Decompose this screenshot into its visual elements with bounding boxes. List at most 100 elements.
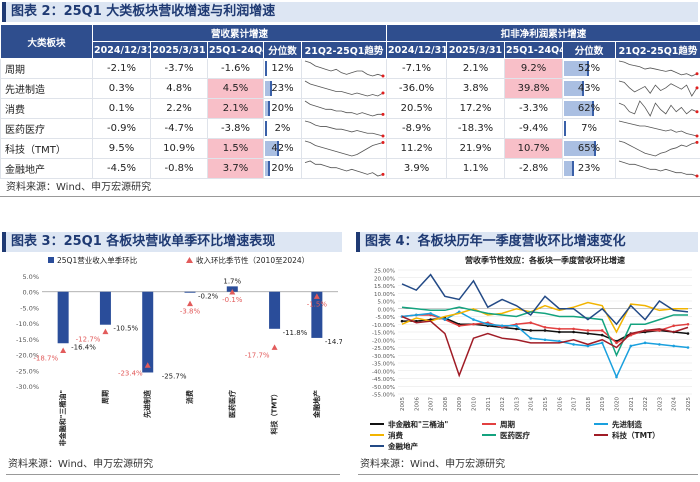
series-point bbox=[415, 313, 418, 317]
trend-sparkline bbox=[304, 100, 385, 117]
y-tick-label: 10.00% bbox=[374, 292, 395, 298]
x-tick-label: 2009 bbox=[457, 397, 463, 411]
sector-cell: 先进制造 bbox=[0, 78, 93, 99]
seasonal-value-label: -1.5% bbox=[307, 300, 328, 308]
seasonal-marker-0 bbox=[60, 347, 67, 353]
percentile-value: 12% bbox=[271, 63, 294, 74]
change-cell: 4.5% bbox=[207, 78, 264, 99]
col-header-2025: 2025/3/31 bbox=[446, 41, 506, 59]
value-cell: 10.9% bbox=[150, 138, 208, 159]
category-label: 金融地产 bbox=[312, 390, 321, 419]
col-header-change: 25Q1-24Q4 bbox=[504, 41, 564, 59]
percentile-bar bbox=[564, 101, 595, 116]
fig4-title: 图表 4：各板块历年一季度营收环比增速变化 bbox=[356, 232, 698, 252]
value-cell: -3.7% bbox=[150, 58, 208, 79]
fig2-source: 资料来源：Wind、申万宏源研究 bbox=[6, 182, 152, 193]
x-tick-label: 2018 bbox=[586, 397, 592, 411]
percentile-cell: 7% bbox=[562, 118, 617, 139]
col-header-trend: 21Q2-25Q1趋势 bbox=[615, 41, 700, 59]
chart-title: 营收季节性效应：各板块一季度营收环比增速 bbox=[465, 255, 625, 265]
trend-sparkline-cell bbox=[300, 78, 388, 99]
sparkline-last-point bbox=[381, 91, 385, 95]
series-point bbox=[686, 332, 690, 335]
divider bbox=[358, 474, 698, 475]
value-cell: 0.3% bbox=[92, 78, 151, 99]
percentile-bar bbox=[265, 161, 271, 176]
category-label: 科技（TMT） bbox=[270, 390, 279, 435]
value-cell: 17.2% bbox=[446, 98, 506, 119]
legend-label: 非金融和"三桶油" bbox=[388, 419, 448, 429]
change-cell: 1.5% bbox=[207, 138, 264, 159]
x-tick-label: 2019 bbox=[600, 397, 606, 411]
divider bbox=[6, 474, 340, 475]
series-point bbox=[529, 321, 532, 324]
seasonal-marker-5 bbox=[271, 344, 278, 350]
sparkline-path bbox=[304, 160, 384, 177]
value-cell: 2.1% bbox=[446, 58, 506, 79]
series-point bbox=[443, 318, 447, 321]
series-point bbox=[429, 312, 432, 315]
series-point bbox=[543, 329, 547, 332]
series-point bbox=[658, 343, 661, 346]
fig3-title: 图表 3：25Q1 各板块营收单季环比增速表现 bbox=[2, 232, 342, 252]
sector-growth-table: 大类板块 营收累计增速 扣非净利润累计增速 2024/12/31 2025/3/… bbox=[0, 24, 700, 179]
legend-swatch-bar bbox=[48, 257, 54, 263]
sparkline-last-point bbox=[695, 86, 699, 90]
percentile-value: 42% bbox=[271, 143, 294, 154]
percentile-cell: 23% bbox=[263, 78, 302, 99]
series-line-5 bbox=[401, 315, 689, 378]
trend-sparkline-cell bbox=[300, 98, 388, 119]
seasonal-value-label: -3.8% bbox=[180, 308, 201, 316]
series-point bbox=[543, 338, 547, 342]
y-tick-label: -15.00% bbox=[372, 331, 395, 337]
change-cell: 10.7% bbox=[504, 138, 564, 159]
trend-sparkline-cell bbox=[615, 138, 700, 159]
y-tick-label: 25.00% bbox=[374, 269, 395, 275]
x-tick-label: 2017 bbox=[572, 397, 578, 411]
sparkline-last-point bbox=[381, 112, 385, 116]
bar-value-label: -25.7% bbox=[162, 372, 187, 380]
percentile-value: 7% bbox=[581, 123, 597, 134]
trend-sparkline bbox=[618, 120, 699, 138]
percentile-bar bbox=[265, 141, 279, 156]
percentile-bar bbox=[564, 161, 574, 176]
percentile-bar bbox=[265, 81, 272, 96]
percentile-cell: 52% bbox=[562, 58, 617, 79]
x-tick-label: 2015 bbox=[543, 397, 549, 411]
sector-cell: 金融地产 bbox=[0, 158, 93, 179]
bar-value-label: -16.4% bbox=[71, 343, 96, 351]
y-tick-label: -15.0% bbox=[16, 336, 39, 344]
series-point bbox=[558, 327, 561, 331]
sparkline-last-point bbox=[695, 72, 699, 76]
y-tick-label: -25.0% bbox=[16, 367, 39, 375]
sparkline-path bbox=[304, 120, 384, 137]
change-cell: 2.1% bbox=[207, 98, 264, 119]
value-cell: 0.1% bbox=[92, 98, 151, 119]
percentile-value: 23% bbox=[271, 83, 294, 94]
seasonal-marker-3 bbox=[187, 300, 193, 307]
table-row: 消费 0.1% 2.2% 2.1% 20% 20.5% 17.2% -3.3% 62% bbox=[0, 98, 700, 119]
bar-value-label: -11.8% bbox=[283, 329, 308, 337]
seasonal-value-label: -17.7% bbox=[245, 351, 270, 359]
series-point bbox=[529, 329, 532, 332]
category-label: 医药医疗 bbox=[227, 390, 236, 418]
percentile-value: 43% bbox=[577, 83, 601, 94]
y-tick-label: -30.0% bbox=[16, 383, 39, 391]
series-point bbox=[486, 322, 490, 326]
sparkline-last-point bbox=[695, 110, 699, 114]
divider bbox=[0, 196, 700, 197]
percentile-cell: 42% bbox=[263, 138, 302, 159]
value-cell: 3.8% bbox=[446, 78, 506, 99]
value-cell: -18.3% bbox=[446, 118, 506, 139]
group-header-profit: 扣非净利润累计增速 bbox=[386, 24, 700, 42]
value-cell: -2.1% bbox=[92, 58, 151, 79]
series-point bbox=[529, 336, 532, 340]
trend-sparkline bbox=[618, 100, 699, 117]
percentile-cell: 43% bbox=[562, 78, 617, 99]
series-point bbox=[572, 343, 575, 346]
series-point bbox=[643, 341, 647, 345]
percentile-bar bbox=[265, 101, 271, 116]
value-cell: -8.9% bbox=[386, 118, 448, 139]
series-point bbox=[600, 329, 604, 332]
percentile-cell: 23% bbox=[562, 158, 617, 179]
